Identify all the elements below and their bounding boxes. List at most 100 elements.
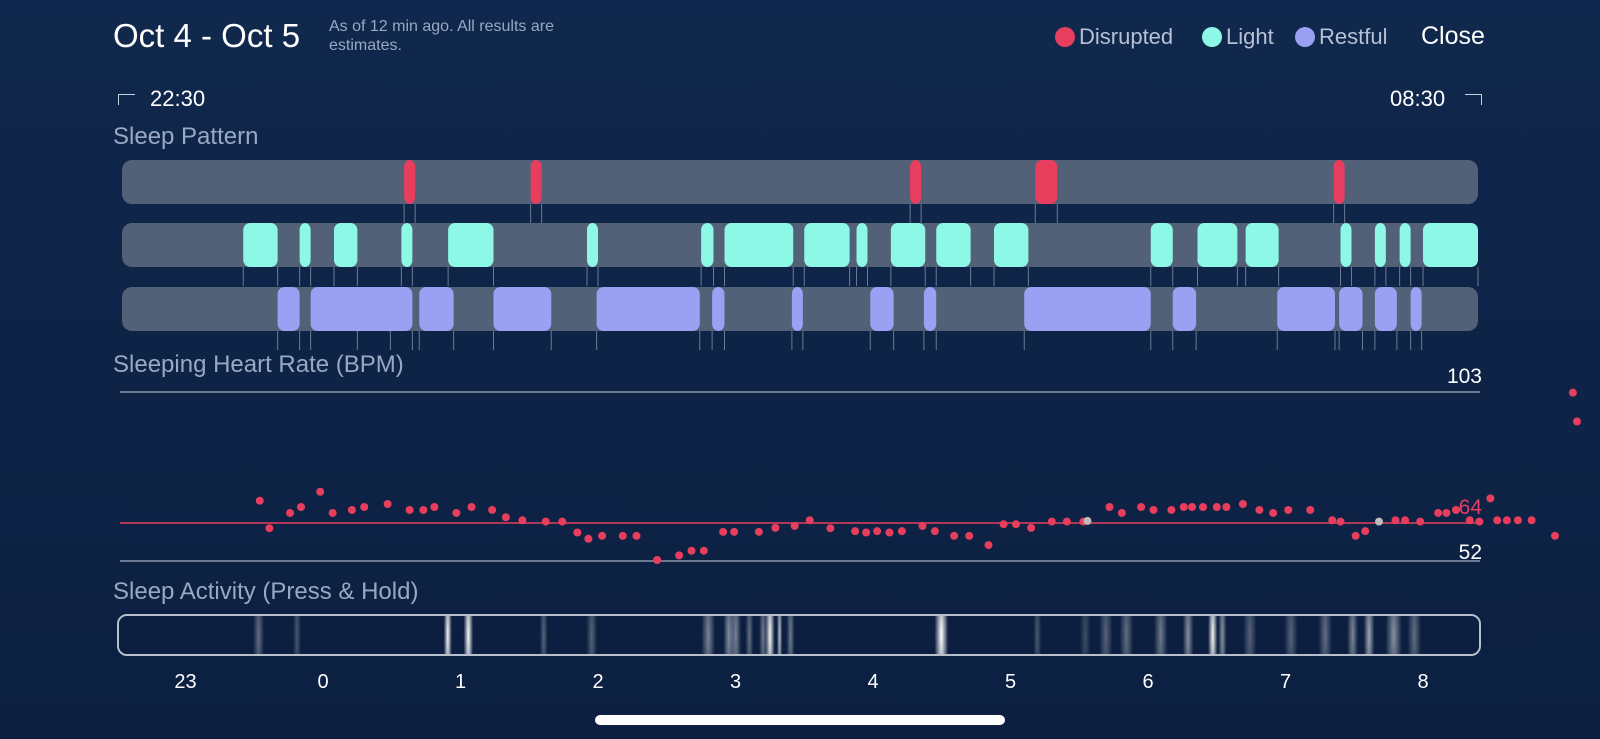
heart-rate-point bbox=[1568, 388, 1577, 397]
heart-rate-point bbox=[1475, 517, 1484, 526]
heart-rate-point bbox=[1391, 516, 1400, 525]
heart-rate-point bbox=[1179, 502, 1188, 511]
legend-restful: Restful bbox=[1295, 22, 1387, 52]
x-tick-label: 4 bbox=[867, 671, 879, 693]
heart-rate-point bbox=[255, 496, 264, 505]
restful-segment bbox=[357, 287, 413, 331]
light-segment bbox=[1399, 223, 1411, 267]
activity-burst bbox=[745, 616, 754, 654]
light-segment bbox=[587, 223, 598, 267]
sleep-activity-bar[interactable] bbox=[117, 614, 1481, 656]
heart-rate-point bbox=[419, 505, 428, 514]
activity-burst bbox=[1318, 616, 1333, 654]
sleep-activity-title: Sleep Activity (Press & Hold) bbox=[113, 578, 419, 605]
home-indicator[interactable] bbox=[595, 715, 1005, 725]
heart-rate-point bbox=[286, 508, 294, 517]
heart-rate-point bbox=[1434, 508, 1443, 517]
light-segment bbox=[701, 223, 714, 267]
heart-rate-point bbox=[805, 516, 814, 525]
activity-burst bbox=[765, 616, 775, 654]
activity-burst bbox=[539, 616, 548, 654]
end-bracket-icon bbox=[1465, 94, 1482, 105]
light-segment bbox=[1197, 223, 1238, 267]
activity-burst bbox=[292, 616, 302, 654]
restful-segment bbox=[1374, 287, 1397, 331]
heart-rate-point bbox=[1375, 517, 1383, 526]
heart-rate-point bbox=[790, 521, 799, 530]
heart-rate-point bbox=[965, 531, 974, 540]
heart-rate-point bbox=[316, 487, 325, 496]
heart-rate-point bbox=[1167, 505, 1176, 514]
heart-rate-point bbox=[598, 531, 607, 540]
heart-rate-points bbox=[255, 388, 1581, 565]
disrupted-segment bbox=[530, 160, 542, 204]
heart-rate-point bbox=[1336, 517, 1345, 526]
heart-rate-point bbox=[328, 508, 337, 517]
restful-segment bbox=[1339, 287, 1363, 331]
light-segment bbox=[804, 223, 850, 267]
activity-burst bbox=[586, 616, 598, 654]
heart-rate-point bbox=[632, 531, 641, 540]
heart-rate-point bbox=[347, 505, 356, 514]
heart-rate-point bbox=[1027, 523, 1036, 532]
close-button[interactable]: Close bbox=[1421, 22, 1485, 50]
light-segment bbox=[1245, 223, 1279, 267]
x-tick-label: 8 bbox=[1417, 671, 1429, 693]
legend-disrupted: Disrupted bbox=[1055, 22, 1173, 52]
heart-rate-point bbox=[488, 505, 497, 514]
disrupted-dot-icon bbox=[1055, 27, 1075, 47]
activity-burst bbox=[1407, 616, 1422, 654]
heart-rate-point bbox=[518, 516, 527, 525]
heart-rate-point bbox=[405, 505, 414, 514]
heart-rate-point bbox=[1493, 516, 1502, 525]
activity-burst bbox=[1033, 616, 1042, 654]
light-segment bbox=[856, 223, 868, 267]
heart-rate-point bbox=[984, 541, 993, 550]
min-value-label: 52 bbox=[1459, 541, 1482, 564]
stage-connectors bbox=[242, 204, 1479, 350]
restful-segment bbox=[870, 287, 894, 331]
restful-dot-icon bbox=[1295, 27, 1315, 47]
heart-rate-point bbox=[1306, 505, 1315, 514]
heart-rate-point bbox=[360, 502, 369, 511]
x-tick-label: 3 bbox=[729, 671, 742, 693]
heart-rate-point bbox=[1199, 502, 1207, 511]
activity-burst bbox=[443, 616, 452, 654]
heart-rate-point bbox=[1047, 517, 1056, 526]
heart-rate-point bbox=[1212, 502, 1221, 511]
activity-burst bbox=[934, 616, 949, 654]
end-time-label: 08:30 bbox=[1390, 86, 1446, 111]
restful-segment bbox=[493, 287, 552, 331]
x-tick-label: 0 bbox=[317, 671, 329, 693]
light-segment bbox=[448, 223, 494, 267]
stage-segments bbox=[243, 160, 1478, 331]
disrupted-segment bbox=[910, 160, 922, 204]
restful-segment bbox=[596, 287, 700, 331]
light-segment bbox=[299, 223, 311, 267]
activity-burst bbox=[1218, 616, 1227, 654]
activity-burst bbox=[1182, 616, 1194, 654]
heart-rate-point bbox=[687, 546, 696, 555]
activity-burst bbox=[1207, 616, 1218, 654]
heart-rate-point bbox=[1012, 520, 1020, 529]
disrupted-segment bbox=[404, 160, 416, 204]
light-segment bbox=[994, 223, 1029, 267]
x-tick-label: 1 bbox=[454, 671, 467, 693]
heart-rate-point bbox=[1222, 502, 1231, 511]
heart-rate-point bbox=[558, 517, 567, 526]
heart-rate-point bbox=[1083, 516, 1092, 525]
heart-rate-point bbox=[771, 523, 780, 532]
activity-burst bbox=[1153, 616, 1168, 654]
heart-rate-point bbox=[699, 546, 708, 555]
activity-burst bbox=[463, 616, 474, 654]
heart-rate-point bbox=[1401, 516, 1410, 525]
light-segment bbox=[1374, 223, 1386, 267]
restful-segment bbox=[1277, 287, 1335, 331]
light-segment bbox=[1150, 223, 1173, 267]
activity-burst bbox=[776, 616, 783, 654]
heart-rate-point bbox=[1442, 508, 1451, 517]
heart-rate-point bbox=[851, 527, 860, 536]
activity-burst bbox=[253, 616, 265, 654]
activity-burst bbox=[1098, 616, 1113, 654]
